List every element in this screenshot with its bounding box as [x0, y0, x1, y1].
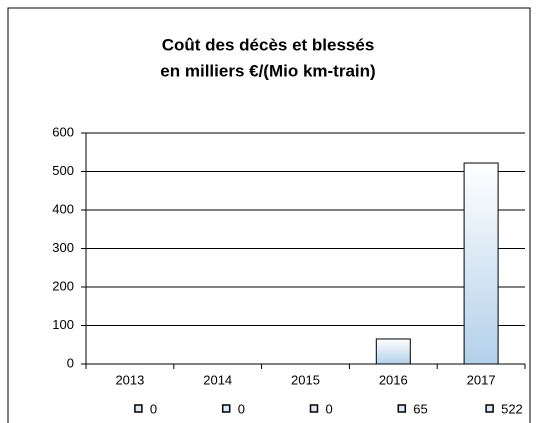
y-tick-label: 0 [67, 355, 74, 370]
frame [7, 7, 531, 423]
y-tick-label: 200 [52, 278, 74, 293]
chart-title: en milliers €/(Mio km-train) [160, 61, 375, 80]
data-label: 0 [238, 401, 245, 416]
y-tick-label: 400 [52, 201, 74, 216]
legend-swatch [309, 404, 319, 413]
legend-swatch [221, 404, 231, 413]
legend-swatch [485, 404, 494, 413]
chart-title: Coût des décès et blessés [162, 35, 375, 54]
data-label: 522 [501, 401, 523, 416]
x-tick-label: 2016 [379, 372, 408, 387]
data-label: 65 [413, 401, 427, 416]
data-label: 0 [326, 401, 333, 416]
bar [463, 162, 499, 365]
x-tick-label: 2013 [115, 372, 144, 387]
x-tick-label: 2017 [467, 372, 496, 387]
y-tick-label: 500 [52, 163, 74, 178]
y-tick-label: 300 [52, 240, 74, 255]
y-tick-label: 100 [52, 317, 74, 332]
data-label: 0 [150, 401, 157, 416]
y-tick-label: 600 [52, 124, 74, 139]
x-tick-label: 2015 [291, 372, 320, 387]
x-tick-label: 2014 [203, 372, 232, 387]
legend-swatch [397, 404, 407, 413]
bar [375, 338, 411, 365]
legend-swatch [134, 404, 143, 413]
